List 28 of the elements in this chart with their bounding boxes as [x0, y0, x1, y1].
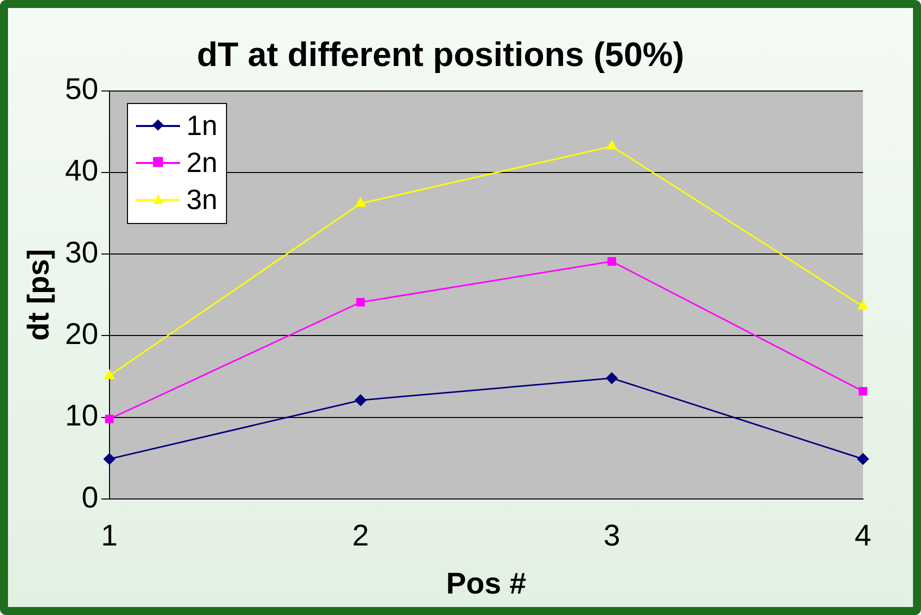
point	[606, 372, 618, 384]
legend-label: 2n	[186, 147, 218, 180]
x-tick-label: 2	[352, 519, 369, 552]
y-tick-label: 30	[64, 236, 98, 270]
y-axis-title: dt [ps]	[22, 249, 56, 341]
point	[356, 298, 365, 307]
x-tick-label: 4	[854, 519, 872, 552]
point	[606, 140, 617, 150]
x-tick-label: 3	[603, 519, 620, 552]
legend-label: 1n	[186, 110, 218, 142]
point	[354, 394, 366, 406]
point	[858, 386, 868, 396]
point	[104, 453, 116, 465]
y-tick-label: 20	[64, 318, 98, 351]
y-tick-label: 50	[64, 73, 98, 106]
y-tick-label: 0	[82, 481, 98, 514]
point	[356, 198, 366, 207]
y-tick-label: 10	[64, 400, 98, 433]
x-tick-label: 1	[101, 519, 118, 552]
chart-title: dT at different positions (50%)	[196, 36, 684, 74]
point	[104, 370, 114, 379]
point	[858, 300, 868, 310]
x-axis-title: Pos #	[446, 567, 527, 600]
point	[105, 414, 114, 424]
point	[857, 453, 869, 465]
point	[608, 257, 616, 266]
y-tick-label: 40	[64, 154, 98, 188]
legend-label: 3n	[186, 184, 218, 216]
